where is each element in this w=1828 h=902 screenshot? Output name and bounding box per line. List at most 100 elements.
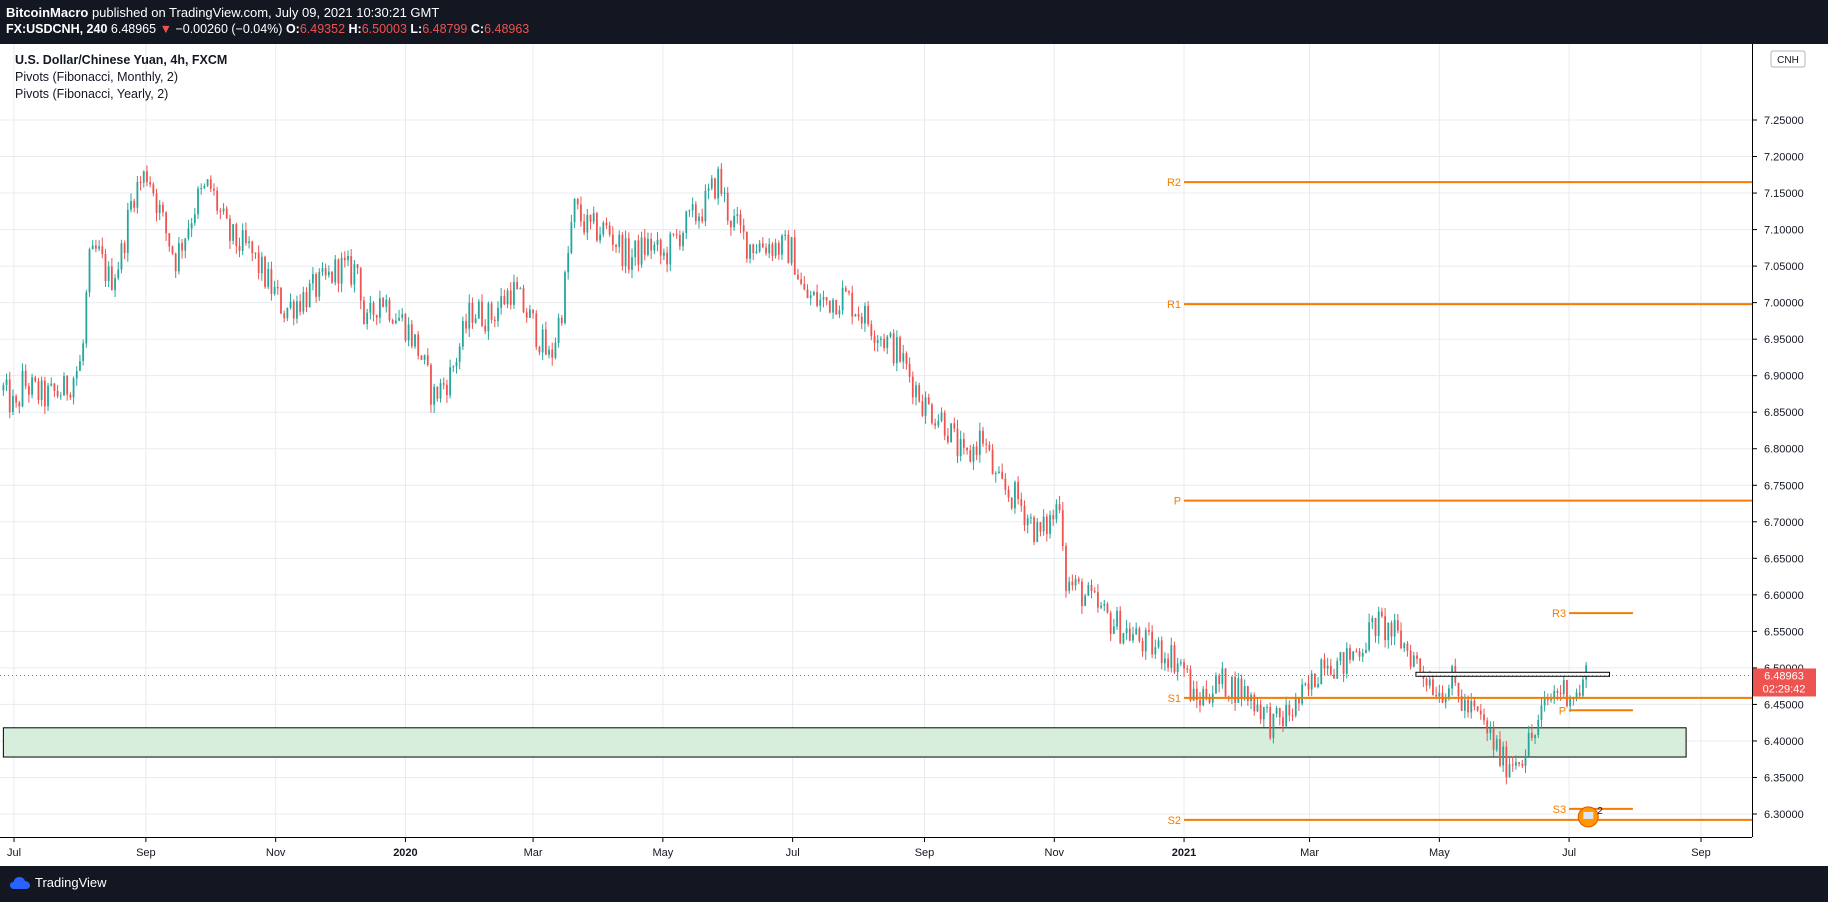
- candle-body: [1582, 679, 1584, 696]
- candle-body: [315, 274, 317, 297]
- candle-body: [318, 271, 321, 297]
- candle-body: [1224, 668, 1227, 697]
- candle-body: [91, 245, 94, 250]
- candle-body: [1530, 732, 1533, 739]
- time-tick-label: Mar: [524, 847, 543, 859]
- candle-body: [1004, 478, 1007, 490]
- candle-body: [404, 314, 407, 341]
- candle-body: [1518, 762, 1521, 764]
- candle-body: [273, 287, 276, 294]
- time-tick-label: Sep: [915, 847, 935, 859]
- candle-body: [733, 215, 736, 228]
- low-value: 6.48799: [422, 22, 468, 36]
- candle-body: [688, 210, 691, 212]
- candle-body: [1329, 665, 1332, 675]
- candle-body: [1374, 618, 1377, 636]
- candle-body: [391, 320, 394, 324]
- candle-body: [1023, 506, 1026, 526]
- candle-body: [860, 316, 863, 324]
- candle-body: [1425, 678, 1428, 686]
- candle-body: [841, 287, 844, 311]
- candle-body: [1106, 603, 1109, 613]
- tradingview-logo[interactable]: TradingView: [10, 875, 107, 890]
- candle-body: [1029, 517, 1032, 519]
- candle-body: [110, 266, 113, 290]
- candle-body: [5, 379, 8, 386]
- candle-body: [1100, 605, 1102, 608]
- author-name[interactable]: BitcoinMacro: [6, 5, 89, 20]
- chart-area[interactable]: R2 R1 P S1 S2 R3 P S3 2 7.25000 7.20000 7.15000 7.10…: [0, 44, 1828, 866]
- candle-body: [1151, 631, 1154, 655]
- candle-body: [1084, 595, 1087, 607]
- candle-body: [1339, 652, 1342, 661]
- current-price-label: [1753, 668, 1816, 697]
- candle-body: [474, 318, 477, 323]
- candle-body: [758, 243, 761, 252]
- candle-body: [213, 188, 215, 191]
- candle-body: [104, 254, 107, 282]
- candle-body: [535, 313, 538, 347]
- candle-body: [972, 446, 975, 462]
- candle-body: [1435, 694, 1438, 697]
- candle-body: [331, 271, 333, 283]
- candle-body: [675, 234, 678, 236]
- candle-body: [1448, 688, 1450, 699]
- monthly-pivot-label: R3: [1552, 608, 1566, 620]
- price-tick-label: 6.90000: [1764, 371, 1804, 383]
- down-arrow-icon: ▼: [159, 22, 172, 36]
- candle-body: [1240, 678, 1243, 699]
- price-tick-label: 7.05000: [1764, 261, 1804, 273]
- indicator-yearly-pivots[interactable]: Pivots (Fibonacci, Yearly, 2): [15, 87, 169, 101]
- candle-body: [1511, 764, 1514, 766]
- candle-body: [27, 386, 30, 395]
- candle-body: [669, 233, 672, 265]
- price-tick-label: 7.00000: [1764, 298, 1804, 310]
- candle-body: [471, 302, 474, 323]
- price-chart[interactable]: R2 R1 P S1 S2 R3 P S3 2 7.25000 7.20000 7.15000 7.10…: [0, 44, 1828, 866]
- time-tick-label: Mar: [1300, 847, 1319, 859]
- time-tick-label: 2021: [1172, 847, 1196, 859]
- candle-body: [1578, 692, 1581, 696]
- candle-body: [1195, 688, 1198, 700]
- candle-body: [573, 198, 576, 223]
- publish-info: BitcoinMacro published on TradingView.co…: [6, 5, 439, 20]
- candle-body: [1412, 655, 1415, 667]
- candle-body: [1199, 699, 1201, 706]
- indicator-monthly-pivots[interactable]: Pivots (Fibonacci, Monthly, 2): [15, 70, 179, 84]
- candle-body: [707, 188, 710, 191]
- candle-body: [1457, 682, 1460, 697]
- candle-body: [1467, 699, 1469, 713]
- candle-body: [1087, 585, 1090, 596]
- ohlc-summary: FX:USDCNH, 240 6.48965 ▼ −0.00260 (−0.04…: [6, 22, 529, 36]
- candle-body: [1333, 674, 1335, 679]
- candle-body: [1409, 650, 1412, 667]
- candle-body: [1396, 620, 1399, 631]
- candle-body: [181, 243, 183, 251]
- candle-body: [583, 221, 586, 233]
- candle-body: [969, 450, 972, 462]
- candle-body: [908, 363, 911, 377]
- candle-body: [1221, 668, 1224, 685]
- candle-body: [1272, 713, 1275, 738]
- candle-body: [1559, 692, 1562, 694]
- candle-body: [487, 303, 490, 332]
- candle-body: [1476, 706, 1479, 711]
- candle-body: [47, 385, 49, 407]
- candle-body: [235, 224, 238, 247]
- symbol-title[interactable]: U.S. Dollar/Chinese Yuan, 4h, FXCM: [15, 53, 228, 67]
- yearly-pivot-label: R1: [1167, 299, 1181, 311]
- candle-body: [238, 246, 241, 251]
- candle-body: [1176, 663, 1179, 673]
- high-value: 6.50003: [361, 22, 407, 36]
- price-tick-label: 6.95000: [1764, 334, 1804, 346]
- candle-body: [940, 412, 943, 421]
- candle-body: [1192, 688, 1195, 701]
- candle-body: [838, 310, 841, 315]
- candle-body: [120, 243, 123, 270]
- time-tick-label: Jul: [7, 847, 21, 859]
- candle-body: [774, 243, 777, 256]
- currency-label: CNH: [1777, 55, 1799, 66]
- candle-body: [953, 423, 956, 429]
- candle-body: [302, 292, 305, 312]
- candle-body: [560, 317, 563, 324]
